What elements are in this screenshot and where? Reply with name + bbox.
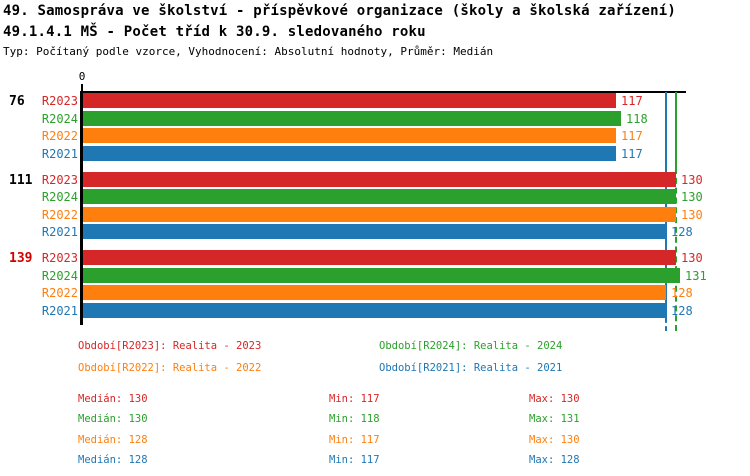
bar-R2022 bbox=[83, 285, 666, 300]
stat-median-R2022: Medián: 128 bbox=[78, 433, 148, 446]
reference-line-130-dashed bbox=[675, 168, 677, 331]
bar-R2024 bbox=[83, 189, 676, 204]
bar-R2022 bbox=[83, 128, 616, 143]
legend-item-R2023: Období[R2023]: Realita - 2023 bbox=[78, 340, 262, 352]
series-row-label: R2022 bbox=[41, 286, 78, 300]
stat-min-R2022: Min: 117 bbox=[329, 433, 380, 446]
series-row-label: R2021 bbox=[41, 225, 78, 239]
stat-median-R2024: Medián: 130 bbox=[78, 413, 148, 426]
series-row-label: R2024 bbox=[41, 268, 78, 283]
bar-R2023 bbox=[83, 171, 676, 187]
bar-R2024 bbox=[83, 110, 621, 126]
axis-origin-tick bbox=[81, 84, 83, 92]
stat-max-R2021: Max: 128 bbox=[529, 453, 580, 466]
bar-R2022 bbox=[83, 206, 676, 222]
series-row-label: R2022 bbox=[41, 207, 78, 222]
stat-max-R2024: Max: 131 bbox=[529, 413, 580, 426]
report-subtitle: 49.1.4.1 MŠ - Počet tříd k 30.9. sledova… bbox=[3, 24, 426, 40]
legend-item-R2021: Období[R2021]: Realita - 2021 bbox=[379, 362, 563, 374]
bar-R2021 bbox=[83, 145, 616, 161]
bar-R2024 bbox=[83, 267, 680, 283]
stat-max-R2023: Max: 130 bbox=[529, 393, 580, 405]
bar-R2021 bbox=[83, 302, 666, 318]
report-title: 49. Samospráva ve školství - příspěvkové… bbox=[3, 3, 677, 19]
reference-line-128-dashed bbox=[665, 318, 667, 331]
bar-value-label: 118 bbox=[626, 111, 648, 126]
bar-value-label: 130 bbox=[681, 190, 703, 204]
legend-item-R2022: Období[R2022]: Realita - 2022 bbox=[78, 362, 262, 374]
series-row-label: R2023 bbox=[41, 94, 78, 108]
legend-item-R2024: Období[R2024]: Realita - 2024 bbox=[379, 340, 563, 352]
bar-value-label: 131 bbox=[685, 268, 707, 283]
reference-line-130 bbox=[675, 92, 677, 168]
stat-median-R2021: Medián: 128 bbox=[78, 453, 148, 466]
series-row-label: R2024 bbox=[41, 111, 78, 126]
bar-value-label: 117 bbox=[621, 146, 643, 161]
series-row-label: R2021 bbox=[41, 303, 78, 318]
bar-value-label: 117 bbox=[621, 129, 643, 143]
report-meta: Typ: Počítaný podle vzorce, Vyhodnocení:… bbox=[3, 45, 494, 58]
bar-value-label: 130 bbox=[681, 172, 703, 187]
stat-min-R2021: Min: 117 bbox=[329, 453, 380, 466]
bar-R2021 bbox=[83, 224, 666, 239]
series-row-label: R2023 bbox=[41, 172, 78, 187]
bar-value-label: 130 bbox=[681, 207, 703, 222]
bar-value-label: 128 bbox=[671, 303, 693, 318]
bar-R2023 bbox=[83, 250, 676, 265]
stat-median-R2023: Medián: 130 bbox=[78, 393, 148, 405]
series-row-label: R2024 bbox=[41, 190, 78, 204]
stat-min-R2023: Min: 117 bbox=[329, 393, 380, 405]
group-label: 139 bbox=[9, 251, 33, 266]
series-row-label: R2021 bbox=[41, 146, 78, 161]
axis-left-line bbox=[80, 91, 83, 325]
bar-value-label: 128 bbox=[671, 225, 693, 239]
axis-top-line bbox=[83, 91, 686, 93]
reference-line-128 bbox=[665, 92, 667, 318]
axis-origin-label: 0 bbox=[78, 70, 86, 83]
bar-value-label: 128 bbox=[671, 286, 693, 300]
stat-min-R2024: Min: 118 bbox=[329, 413, 380, 426]
series-row-label: R2023 bbox=[41, 251, 78, 265]
group-label: 111 bbox=[9, 172, 33, 188]
bar-value-label: 130 bbox=[681, 251, 703, 265]
bar-R2023 bbox=[83, 93, 616, 108]
bar-value-label: 117 bbox=[621, 94, 643, 108]
stat-max-R2022: Max: 130 bbox=[529, 433, 580, 446]
group-label: 76 bbox=[9, 94, 25, 109]
series-row-label: R2022 bbox=[41, 129, 78, 143]
